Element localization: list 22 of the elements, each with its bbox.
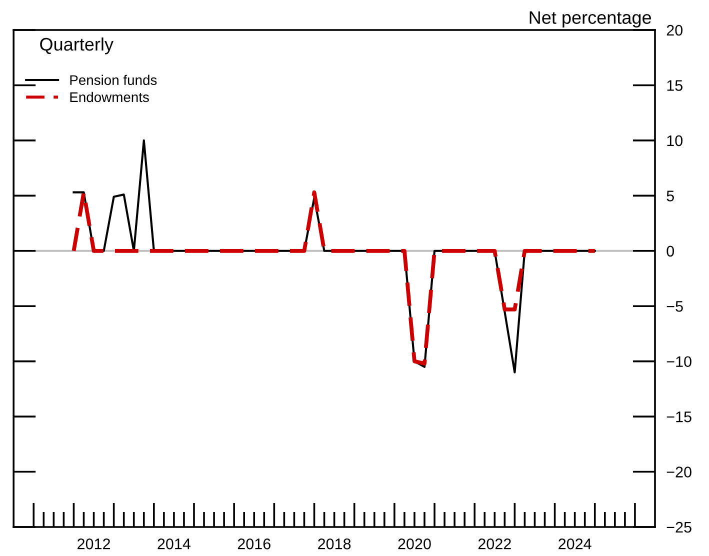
annotation: Quarterly [40,37,114,54]
y-tick-label: 0 [666,246,674,257]
x-tick-label: 2024 [558,538,592,550]
y-tick-label: −10 [666,356,692,368]
line-series [72,190,597,366]
y-tick-label: 15 [667,80,682,91]
y-tick-label: 10 [667,135,683,146]
y-tick-label: −20 [666,466,692,478]
x-tick-label: 2014 [158,538,190,550]
x-tick-label: 2022 [478,538,511,550]
x-tick-label: 2020 [398,538,431,550]
x-tick-label: 2016 [238,538,270,550]
y-tick-label: −5 [666,301,683,312]
x-tick-label: 2012 [78,538,110,550]
y-tick-label: 5 [666,190,674,202]
x-tick-label: 2018 [318,538,351,550]
legend-label: Pension funds [70,74,157,86]
y-tick-label: −15 [666,412,692,422]
y-tick-label: −25 [666,522,692,533]
y-tick-label: 20 [666,24,683,36]
legend-label: Endowments [70,92,149,102]
y-axis-title: Net percentage [530,11,651,28]
